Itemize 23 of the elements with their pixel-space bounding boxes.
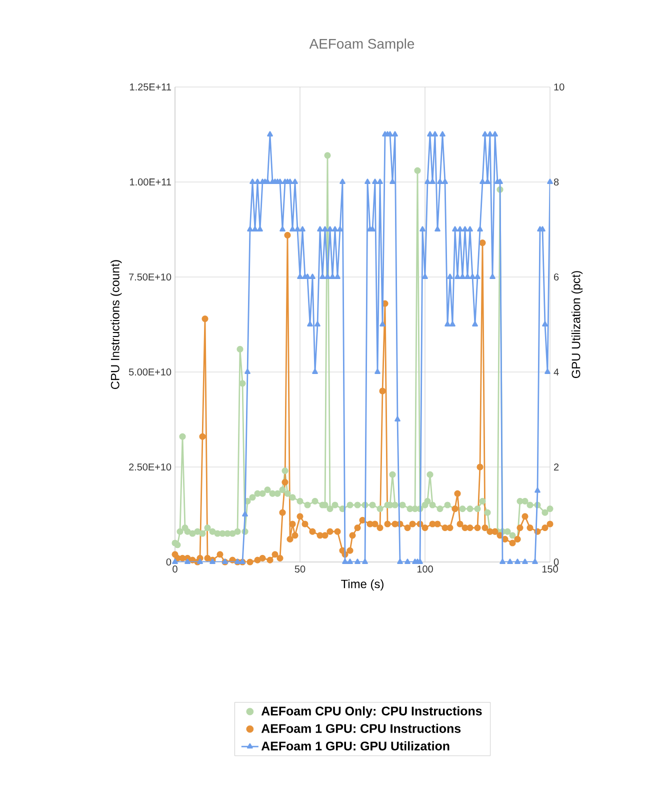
x-tick-label: 150 (542, 566, 558, 573)
y-tick-label: 1.00E+11 (130, 178, 171, 186)
y2-tick-label: 10 (554, 83, 564, 91)
y-tick-label: 1.25E+11 (130, 83, 171, 91)
legend-label: AEFoam CPU Only: CPU Instructions (261, 706, 482, 718)
y-tick-label: 2.50E+10 (129, 463, 172, 471)
y2-tick-label: 6 (554, 273, 559, 281)
x-tick-label: 0 (172, 566, 178, 573)
x-tick-label: 100 (417, 566, 433, 573)
legend-label: AEFoam 1 GPU: GPU Utilization (261, 741, 450, 750)
x-axis-title: Time (s) (341, 579, 384, 591)
y-tick-label: 5.00E+10 (128, 368, 172, 376)
x-tick-label: 50 (294, 566, 306, 573)
y-axis-title: CPU Instructions (count) (110, 260, 122, 389)
y-tick-label: 0 (166, 558, 172, 566)
y2-axis-title: GPU Utilization (pct) (571, 271, 583, 378)
y2-tick-label: 2 (554, 464, 559, 470)
y-tick-label: 7.50E+10 (129, 273, 172, 281)
y2-tick-label: 4 (554, 368, 559, 376)
y2-tick-label: 0 (554, 558, 559, 566)
chart-title: AEFoam Sample (309, 38, 414, 52)
y2-tick-label: 8 (554, 178, 559, 186)
legend-label: AEFoam 1 GPU: CPU Instructions (261, 724, 461, 733)
